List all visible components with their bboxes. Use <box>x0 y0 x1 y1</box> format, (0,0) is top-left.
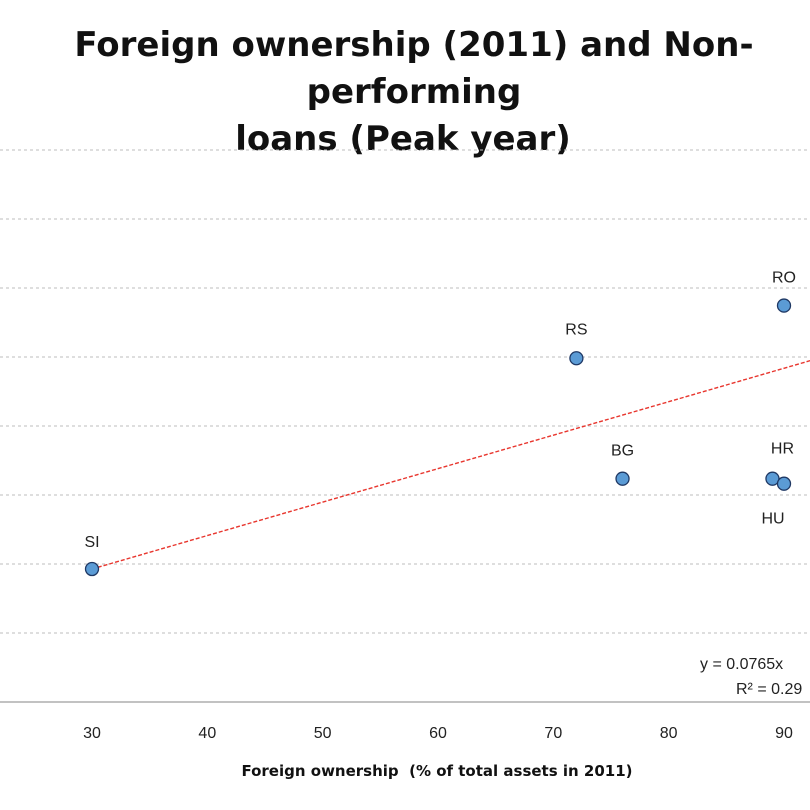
trendline-equation: y = 0.0765x <box>700 656 783 673</box>
x-tick-label: 80 <box>660 725 678 742</box>
chart-title: Foreign ownership (2011) and Non-perform… <box>0 22 810 163</box>
data-point-rs <box>569 351 584 366</box>
r-squared-label: R² = 0.29 <box>736 681 802 698</box>
point-label-bg: BG <box>611 443 634 460</box>
chart-title-line-1: Foreign ownership (2011) and Non-perform… <box>74 25 754 112</box>
x-tick-label: 50 <box>314 725 332 742</box>
point-label-si: SI <box>84 534 99 551</box>
data-point-ro <box>776 298 792 313</box>
data-point-hu <box>776 476 792 491</box>
x-tick-label: 30 <box>83 725 101 742</box>
point-label-hu: HU <box>761 511 784 528</box>
point-label-hr: HR <box>771 441 794 458</box>
data-point-si <box>84 561 100 577</box>
trendline <box>91 359 810 570</box>
chart-title-line-2: loans (Peak year) <box>235 119 571 159</box>
x-tick-label: 40 <box>198 725 216 742</box>
point-label-ro: RO <box>772 270 796 287</box>
x-tick-label: 60 <box>429 725 447 742</box>
point-label-rs: RS <box>565 321 587 338</box>
gridlines <box>0 149 810 634</box>
x-axis-title: Foreign ownership (% of total assets in … <box>241 762 632 780</box>
x-tick-label: 70 <box>544 725 562 742</box>
data-point-bg <box>615 471 630 486</box>
x-tick-label: 90 <box>775 725 793 742</box>
